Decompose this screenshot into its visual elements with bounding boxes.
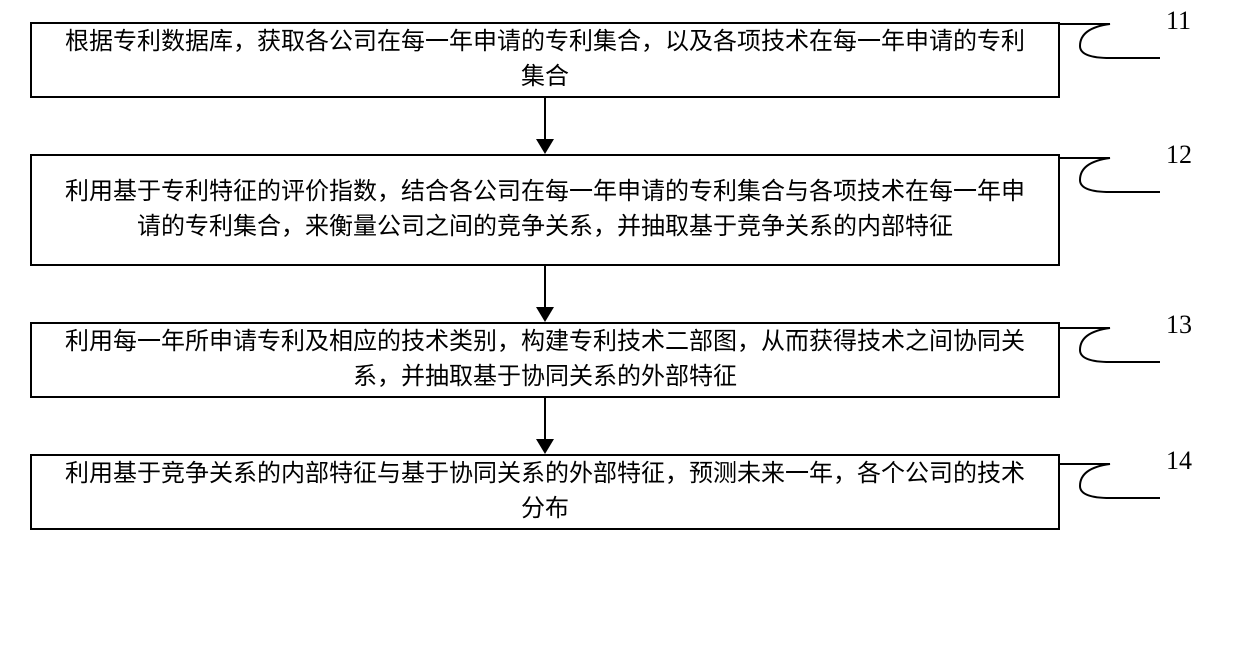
label-connector: 14 [1060,462,1192,502]
connector-curve-icon [1060,326,1160,366]
node-text: 利用基于竞争关系的内部特征与基于协同关系的外部特征，预测未来一年，各个公司的技术… [62,457,1028,527]
connector-curve-icon [1060,22,1160,62]
flowchart: 根据专利数据库，获取各公司在每一年申请的专利集合，以及各项技术在每一年申请的专利… [30,22,1060,530]
flow-node: 利用基于专利特征的评价指数，结合各公司在每一年申请的专利集合与各项技术在每一年申… [30,154,1060,266]
flow-node: 根据专利数据库，获取各公司在每一年申请的专利集合，以及各项技术在每一年申请的专利… [30,22,1060,98]
label-connector: 13 [1060,326,1192,366]
label-connector: 12 [1060,156,1192,196]
node-text: 根据专利数据库，获取各公司在每一年申请的专利集合，以及各项技术在每一年申请的专利… [62,25,1028,95]
node-label: 12 [1166,140,1192,170]
flow-node: 利用基于竞争关系的内部特征与基于协同关系的外部特征，预测未来一年，各个公司的技术… [30,454,1060,530]
node-label: 13 [1166,310,1192,340]
flow-arrow [536,98,554,154]
node-text: 利用每一年所申请专利及相应的技术类别，构建专利技术二部图，从而获得技术之间协同关… [62,325,1028,395]
flow-arrow [536,398,554,454]
connector-curve-icon [1060,156,1160,196]
node-text: 利用基于专利特征的评价指数，结合各公司在每一年申请的专利集合与各项技术在每一年申… [62,175,1028,245]
node-label: 11 [1166,6,1191,36]
label-connector: 11 [1060,22,1191,62]
node-label: 14 [1166,446,1192,476]
connector-curve-icon [1060,462,1160,502]
flow-node: 利用每一年所申请专利及相应的技术类别，构建专利技术二部图，从而获得技术之间协同关… [30,322,1060,398]
flow-arrow [536,266,554,322]
